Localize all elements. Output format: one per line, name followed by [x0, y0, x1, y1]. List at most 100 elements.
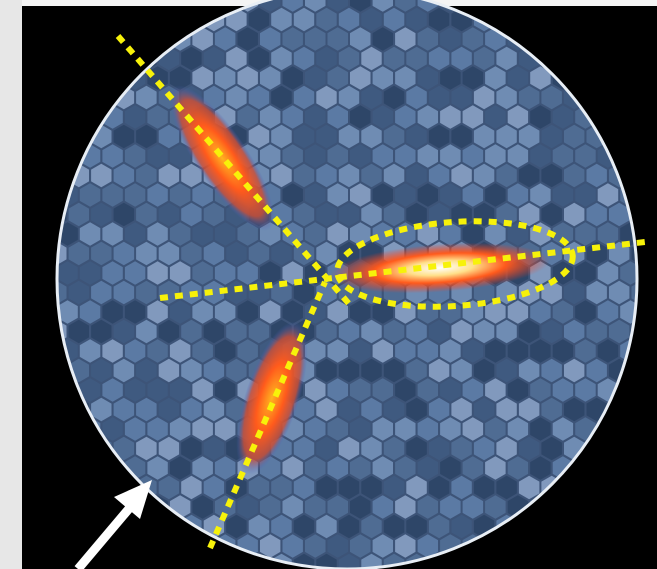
hex-pixel	[136, 436, 157, 461]
hex-pixel	[248, 124, 270, 149]
hex-pixel	[338, 436, 360, 461]
hex-pixel	[214, 261, 236, 285]
hex-pixel	[372, 339, 393, 363]
hex-pixel	[113, 358, 135, 383]
hex-pixel	[462, 495, 484, 519]
hex-pixel	[113, 241, 135, 266]
guide-ellipse-right	[334, 218, 576, 310]
hex-pixel	[282, 27, 303, 51]
hex-pixel	[147, 183, 168, 207]
white-arrow	[74, 480, 152, 569]
hex-pixel	[395, 339, 416, 363]
hex-pixel	[316, 85, 337, 110]
hex-pixel	[305, 144, 326, 168]
hex-pixel	[586, 319, 607, 344]
hex-pixel	[383, 163, 405, 188]
hex-pixel	[316, 436, 337, 461]
hex-pixel	[293, 46, 315, 71]
hex-pixel	[372, 105, 393, 129]
hex-pixel	[586, 358, 607, 383]
hex-pixel	[338, 553, 360, 569]
hex-pixel	[552, 144, 574, 168]
hex-pixel	[541, 319, 562, 344]
hex-pixel	[237, 339, 258, 363]
hex-pixel	[609, 319, 630, 344]
hex-pixel	[79, 378, 101, 402]
hex-pixel	[271, 514, 292, 539]
hex-pixel	[192, 378, 213, 402]
hex-pixel	[575, 222, 596, 246]
hex-pixel	[147, 144, 168, 168]
hex-pixel	[248, 319, 270, 344]
hex-pixel	[305, 495, 326, 519]
hex-pixel	[316, 553, 337, 569]
hex-pixel	[147, 339, 168, 363]
hex-pixel	[271, 475, 292, 500]
hex-pixel	[451, 319, 472, 344]
hex-pixel	[147, 222, 168, 246]
hex-pixel	[541, 397, 562, 422]
hex-pixel	[473, 475, 495, 500]
hex-pixel	[485, 105, 506, 129]
hex-pixel	[136, 202, 157, 227]
hex-pixel	[124, 378, 146, 402]
hex-pixel	[102, 183, 123, 207]
hex-pixel	[462, 378, 484, 402]
hex-pixel	[282, 105, 303, 129]
hex-pixel	[57, 280, 67, 305]
hex-pixel	[395, 105, 416, 129]
hex-pixel	[192, 495, 213, 519]
hex-pixel	[383, 358, 405, 383]
hex-pixel	[147, 261, 168, 285]
hex-pixel	[406, 124, 427, 149]
hex-pixel	[428, 163, 450, 188]
hex-pixel	[68, 319, 89, 344]
hex-pixel	[395, 144, 416, 168]
hex-pixel	[79, 222, 101, 246]
hex-pixel	[530, 183, 551, 207]
hex-pixel	[282, 0, 303, 12]
hex-pixel	[496, 319, 517, 344]
hex-pixel	[124, 339, 146, 363]
hex-pixel	[305, 66, 326, 90]
hex-pixel	[406, 163, 427, 188]
hex-pixel	[260, 0, 281, 12]
hex-pixel	[440, 66, 461, 90]
hex-pixel	[192, 456, 213, 480]
hex-pixel	[293, 124, 315, 149]
hex-pixel	[361, 397, 382, 422]
hex-pixel	[158, 319, 180, 344]
hex-pixel	[192, 261, 213, 285]
hex-pixel	[485, 222, 506, 246]
hex-pixel	[350, 495, 371, 519]
hex-pixel	[316, 163, 337, 188]
hex-pixel	[158, 436, 180, 461]
hex-pixel	[338, 397, 360, 422]
hex-pixel	[237, 105, 258, 129]
hex-pixel	[564, 397, 585, 422]
hex-pixel	[372, 534, 393, 558]
hex-pixel	[417, 495, 438, 519]
hex-pixel	[192, 183, 213, 207]
hex-pixel	[530, 66, 551, 90]
hex-pixel	[203, 397, 225, 422]
hex-pixel	[282, 144, 303, 168]
hex-pixel	[361, 124, 382, 149]
hex-pixel	[181, 436, 202, 461]
hex-pixel	[293, 436, 315, 461]
hex-pixel	[305, 456, 326, 480]
hex-pixel	[530, 300, 551, 324]
hex-pixel	[338, 475, 360, 500]
yellow-guide-lines	[115, 34, 646, 550]
hex-pixel	[586, 202, 607, 227]
hex-pixel	[541, 163, 562, 188]
hex-pixel	[372, 66, 393, 90]
hex-pixel	[181, 397, 202, 422]
hex-pixel	[428, 397, 450, 422]
hex-pixel	[316, 280, 337, 305]
hex-pixel	[485, 183, 506, 207]
hex-pixel	[451, 85, 472, 110]
hex-pixel	[473, 85, 495, 110]
hex-pixel	[214, 222, 236, 246]
hex-pixel	[395, 378, 416, 402]
